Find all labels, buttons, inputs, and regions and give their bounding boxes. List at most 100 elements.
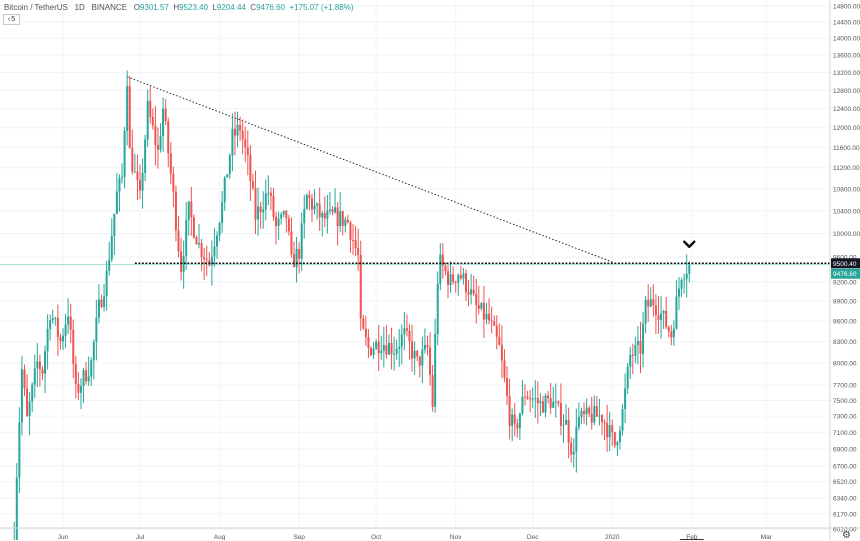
candle-body [644, 299, 647, 324]
candle [647, 284, 650, 323]
candle [678, 277, 680, 310]
candle-body [642, 323, 645, 355]
price-tick-label: 11600.00 [833, 145, 860, 152]
descending-trendline [126, 76, 613, 263]
last-price-label: 9476.60 [833, 271, 857, 278]
candle [554, 383, 557, 418]
price-tick-label: 14000.00 [833, 36, 860, 43]
candle-body [195, 237, 198, 245]
candle [20, 355, 23, 436]
candle-body [128, 85, 131, 149]
candle [457, 273, 460, 296]
candle-body [149, 100, 152, 117]
candle-body [54, 317, 57, 319]
time-axis[interactable]: Jun Jul Aug Sep Oct Nov Dec 2020 Feb Mar [0, 527, 860, 540]
candle-body [321, 213, 324, 218]
candle-body [434, 334, 437, 407]
candle [64, 313, 67, 349]
symbol-header: Bitcoin / TetherUS 1D BINANCE O9301.57 H… [4, 3, 354, 12]
price-tick-label: 14800.00 [833, 4, 860, 11]
candle-body [364, 328, 367, 338]
candle [413, 341, 416, 375]
price-tick-label: 7300.00 [833, 414, 857, 421]
indicator-toggle-button[interactable]: ‹ 5 [3, 14, 20, 25]
candle [177, 215, 180, 258]
candle [108, 241, 111, 276]
gear-icon[interactable]: ⚙ [842, 530, 851, 541]
candle-body [665, 310, 668, 328]
candle [33, 354, 36, 398]
candle-body [205, 259, 208, 261]
candle [174, 185, 177, 242]
candle-body [293, 254, 295, 268]
candle [328, 192, 331, 215]
candle-body [352, 239, 355, 241]
candle-body [249, 154, 252, 182]
candle-body [121, 176, 124, 179]
candle-body [182, 255, 185, 272]
price-axis[interactable]: 14800.00 14400.00 14000.00 13600.00 13200.00… [829, 0, 860, 540]
price-tick-label: 13200.00 [833, 70, 860, 77]
candle [652, 284, 655, 317]
candle [115, 173, 118, 215]
candle-body [472, 289, 475, 294]
candle-body [585, 407, 588, 415]
price-tick-label: 9600.00 [833, 255, 857, 262]
candle [72, 319, 75, 379]
candle [470, 273, 473, 305]
candle [380, 335, 383, 360]
candle [357, 228, 360, 271]
candle [618, 426, 621, 450]
candle-body [439, 254, 442, 284]
candle [400, 324, 403, 365]
candle [362, 315, 365, 330]
candle-body [639, 340, 642, 355]
candle-body [452, 274, 455, 282]
candle [621, 404, 624, 436]
candle-body [241, 130, 244, 140]
candle [488, 298, 491, 325]
candle [131, 129, 134, 175]
candle-body [603, 422, 606, 424]
candle-body [69, 316, 72, 330]
candle-body [403, 328, 406, 335]
candle-body [370, 347, 372, 356]
candle [67, 298, 70, 334]
candle-body [254, 188, 257, 220]
interval[interactable]: 1D [74, 3, 85, 12]
candle [559, 383, 562, 436]
candle [192, 214, 195, 239]
candle [595, 395, 598, 417]
candle-body [500, 344, 503, 361]
candle-body [583, 410, 586, 415]
candle-body [572, 451, 575, 455]
candle-body [141, 172, 144, 191]
candle [105, 260, 108, 311]
candle-body [231, 128, 234, 156]
candle [62, 328, 64, 351]
candle [216, 231, 218, 259]
candle-body [621, 409, 624, 431]
symbol-name[interactable]: Bitcoin / TetherUS [4, 3, 68, 12]
candle-body [172, 173, 175, 192]
candle-body [683, 279, 686, 281]
candle-body [272, 195, 275, 217]
candle-body [454, 281, 457, 283]
candle-body [90, 360, 93, 377]
candle [359, 240, 362, 331]
candle-body [244, 139, 247, 148]
candle [59, 333, 62, 350]
candle [636, 326, 639, 365]
candle [239, 116, 242, 141]
candle [290, 217, 293, 258]
candle-body [87, 376, 90, 382]
candle [146, 89, 149, 147]
candle-body [154, 125, 157, 145]
candle [74, 355, 77, 399]
candle-body [285, 210, 288, 219]
candle-body [667, 327, 670, 332]
candle [241, 119, 244, 155]
candle-body [341, 211, 344, 226]
candle [36, 343, 39, 387]
